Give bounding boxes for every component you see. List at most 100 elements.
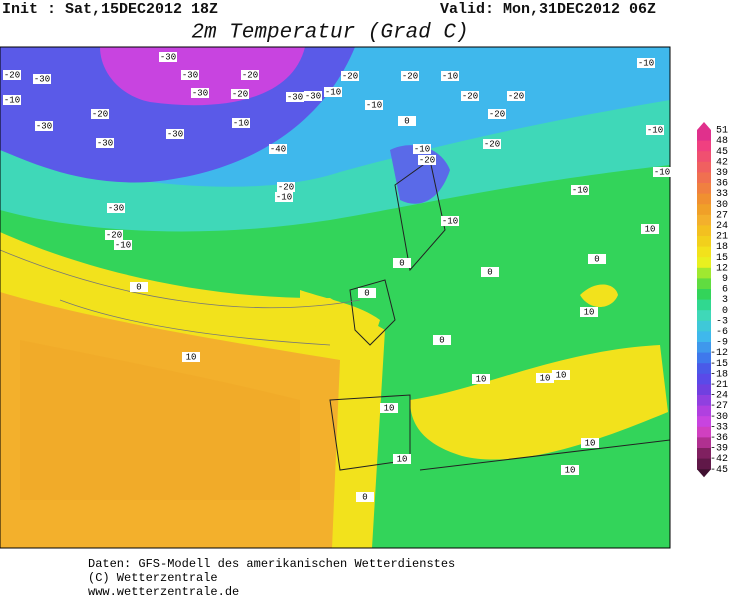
colorbar-band xyxy=(697,416,711,428)
contour-label: -20 xyxy=(484,139,500,149)
contour-label: -20 xyxy=(242,70,258,80)
colorbar-label: 12 xyxy=(716,263,728,274)
contour-label-box xyxy=(393,454,411,464)
valid-time: Valid: Mon,31DEC2012 06Z xyxy=(440,1,656,18)
contour-label: -40 xyxy=(270,144,286,154)
contour-label-box xyxy=(159,52,177,62)
contour-label-box xyxy=(166,129,184,139)
contour-label-box xyxy=(105,230,123,240)
contour-labels: -30 -20 -30 -10 -30 -20 -30 -20 -30 -30 -10 -20 -10 -… xyxy=(3,52,671,502)
colorbar-band xyxy=(697,193,711,205)
colorbar-label: 33 xyxy=(716,189,728,200)
colorbar-band xyxy=(697,140,711,152)
colorbar-band xyxy=(697,331,711,343)
contour-label: 0 xyxy=(487,267,492,277)
contour-label-box xyxy=(637,58,655,68)
colorbar-band xyxy=(697,278,711,290)
colorbar-label: -6 xyxy=(716,327,728,338)
contour-label-box xyxy=(358,288,376,298)
colorbar-label: 21 xyxy=(716,232,728,243)
colorbar-label: 27 xyxy=(716,210,728,221)
colorbar-label: 42 xyxy=(716,157,728,168)
contour-label-box xyxy=(441,216,459,226)
colorbar-label: -18 xyxy=(710,369,728,380)
contour-label: 10 xyxy=(384,403,395,413)
contour-label: -10 xyxy=(442,71,458,81)
contour-label-box xyxy=(96,138,114,148)
contour-label-box xyxy=(461,91,479,101)
map xyxy=(0,46,671,549)
colorbar-label: 51 xyxy=(716,126,728,137)
colorbar-label: -3 xyxy=(716,316,728,327)
colorbar-label: 36 xyxy=(716,179,728,190)
colorbar-band xyxy=(697,299,711,311)
footer-source: Daten: GFS-Modell des amerikanischen Wet… xyxy=(88,557,455,571)
colorbar-label: 24 xyxy=(716,221,728,232)
colorbar-band xyxy=(697,246,711,258)
contour-label-box xyxy=(286,92,304,102)
contour-label-box xyxy=(536,373,554,383)
contour-label-box xyxy=(561,465,579,475)
colorbar-label: -12 xyxy=(710,348,728,359)
contour-label: 10 xyxy=(584,307,595,317)
colorbar-band xyxy=(697,395,711,407)
colorbar-band xyxy=(697,448,711,460)
contour-label: -30 xyxy=(305,91,321,101)
contour-label-box xyxy=(91,109,109,119)
contour-label: -20 xyxy=(419,155,435,165)
contour-label-box xyxy=(571,185,589,195)
colorbar-label: -9 xyxy=(716,338,728,349)
contour-label: 0 xyxy=(136,282,141,292)
contour-label-box xyxy=(418,155,436,165)
colorbar-label: 30 xyxy=(716,200,728,211)
colorbar-band xyxy=(697,236,711,248)
contour-label-box xyxy=(646,125,664,135)
contour-label: -30 xyxy=(36,121,52,131)
contour-label: -30 xyxy=(182,70,198,80)
contour-label: -10 xyxy=(442,216,458,226)
colorbar-label: -39 xyxy=(710,444,728,455)
contour-label-box xyxy=(241,70,259,80)
contour-label-box xyxy=(341,71,359,81)
contour-label-box xyxy=(641,224,659,234)
contour-label-box xyxy=(181,70,199,80)
colorbar-label: 18 xyxy=(716,242,728,253)
contour-label-box xyxy=(356,492,374,502)
colorbar-band xyxy=(697,267,711,279)
contour-label-box xyxy=(33,74,51,84)
colorbar-label: -15 xyxy=(710,359,728,370)
colorbar-label: -33 xyxy=(710,422,728,433)
contour-label-box xyxy=(441,71,459,81)
contour-label-box xyxy=(401,71,419,81)
colorbar-label: 45 xyxy=(716,147,728,158)
contour-label-box xyxy=(269,144,287,154)
colorbar-band xyxy=(697,320,711,332)
contour-label-box xyxy=(107,203,125,213)
colorbar-label: -27 xyxy=(710,401,728,412)
colorbar-band xyxy=(697,458,711,470)
contour-label-box xyxy=(275,192,293,202)
contour-label: -30 xyxy=(167,129,183,139)
contour-label: 10 xyxy=(565,465,576,475)
contour-label-box xyxy=(398,116,416,126)
contour-label: 10 xyxy=(397,454,408,464)
colorbar-band xyxy=(697,352,711,364)
contour-label-box xyxy=(393,258,411,268)
contour-label-box xyxy=(472,374,490,384)
colorbar-label: -42 xyxy=(710,454,728,465)
contour-label-box xyxy=(3,70,21,80)
colorbar-band xyxy=(697,257,711,269)
contour-label: -30 xyxy=(192,88,208,98)
contour-label-box xyxy=(552,370,570,380)
colorbar-band xyxy=(697,130,711,142)
contour-label-box xyxy=(483,139,501,149)
contour-label-box xyxy=(365,100,383,110)
contour-label: -30 xyxy=(160,52,176,62)
contour-label: 0 xyxy=(399,258,404,268)
contour-label: -10 xyxy=(572,185,588,195)
contour-label-box xyxy=(3,95,21,105)
contour-label: 10 xyxy=(645,224,656,234)
contour-label: -30 xyxy=(97,138,113,148)
contour-label: -20 xyxy=(4,70,20,80)
colorbar-label: -24 xyxy=(710,391,728,402)
